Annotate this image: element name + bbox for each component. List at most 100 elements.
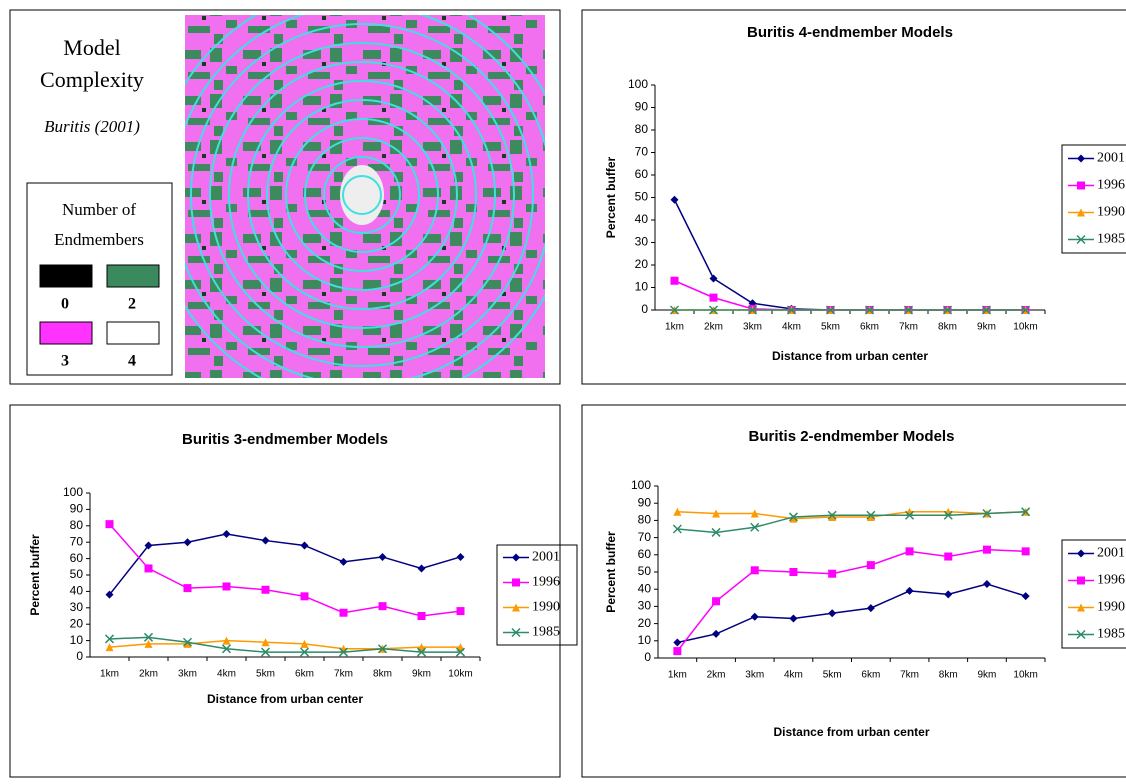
x-tick-label: 4km xyxy=(782,322,801,333)
y-tick-label: 90 xyxy=(638,495,652,509)
series-line xyxy=(677,584,1025,642)
y-tick-label: 50 xyxy=(70,567,84,581)
x-tick-label: 1km xyxy=(665,322,684,333)
y-tick-label: 20 xyxy=(635,257,649,271)
point-marker xyxy=(710,294,718,302)
y-tick-label: 0 xyxy=(644,650,651,664)
point-marker xyxy=(262,586,270,594)
x-tick-label: 6km xyxy=(861,670,880,681)
x-tick-label: 2km xyxy=(707,670,726,681)
point-marker xyxy=(983,546,991,554)
point-marker xyxy=(262,537,270,545)
x-tick-label: 5km xyxy=(821,322,840,333)
y-tick-label: 10 xyxy=(638,633,652,647)
x-tick-label: 9km xyxy=(412,669,431,680)
legend-label: 1990 xyxy=(532,600,560,615)
x-tick-label: 10km xyxy=(1013,670,1037,681)
y-tick-label: 100 xyxy=(631,478,651,492)
legend-label: 1990 xyxy=(1097,205,1125,220)
point-marker xyxy=(1022,592,1030,600)
point-marker xyxy=(828,570,836,578)
point-marker xyxy=(457,607,465,615)
y-axis-label: Percent buffer xyxy=(604,531,618,613)
map-subtitle: Buritis (2001) xyxy=(44,117,140,136)
x-tick-label: 5km xyxy=(823,670,842,681)
map-title: Complexity xyxy=(40,67,144,92)
point-marker xyxy=(145,564,153,572)
point-marker xyxy=(379,553,387,561)
point-marker xyxy=(673,647,681,655)
x-tick-label: 9km xyxy=(977,322,996,333)
y-tick-label: 50 xyxy=(638,564,652,578)
point-marker xyxy=(1022,547,1030,555)
y-tick-label: 90 xyxy=(70,502,84,516)
y-tick-label: 100 xyxy=(628,77,648,91)
x-axis-label: Distance from urban center xyxy=(772,349,928,363)
series-line xyxy=(675,281,1026,310)
legend-swatch xyxy=(40,322,92,344)
x-tick-label: 6km xyxy=(860,322,879,333)
point-marker xyxy=(789,614,797,622)
y-tick-label: 40 xyxy=(70,584,84,598)
legend-swatch xyxy=(40,265,92,287)
point-marker xyxy=(983,580,991,588)
x-tick-label: 10km xyxy=(1013,322,1037,333)
legend-label: 1985 xyxy=(1097,627,1125,642)
series-line xyxy=(677,550,1025,651)
x-tick-label: 3km xyxy=(178,669,197,680)
legend-marker xyxy=(1077,155,1085,163)
legend-label: 2001 xyxy=(1097,151,1125,166)
point-marker xyxy=(301,541,309,549)
y-axis-label: Percent buffer xyxy=(604,156,618,238)
point-marker xyxy=(379,602,387,610)
point-marker xyxy=(184,538,192,546)
x-tick-label: 3km xyxy=(745,670,764,681)
x-tick-label: 3km xyxy=(743,322,762,333)
point-marker xyxy=(223,582,231,590)
legend-marker xyxy=(1077,182,1085,190)
y-tick-label: 10 xyxy=(635,280,649,294)
x-tick-label: 10km xyxy=(448,669,472,680)
y-tick-label: 20 xyxy=(70,616,84,630)
x-tick-label: 1km xyxy=(668,670,687,681)
chart-panel-frame xyxy=(582,405,1126,777)
legend-swatch xyxy=(107,322,159,344)
y-tick-label: 70 xyxy=(638,530,652,544)
series-line xyxy=(677,512,1025,533)
point-marker xyxy=(671,196,679,204)
point-marker xyxy=(789,568,797,576)
y-tick-label: 70 xyxy=(70,534,84,548)
legend-label: 0 xyxy=(61,296,69,313)
point-marker xyxy=(712,630,720,638)
figure: ModelComplexityBuritis (2001)Number ofEn… xyxy=(0,0,1126,784)
x-tick-label: 4km xyxy=(784,670,803,681)
x-axis-label: Distance from urban center xyxy=(773,725,929,739)
x-tick-label: 1km xyxy=(100,669,119,680)
point-marker xyxy=(340,609,348,617)
point-marker xyxy=(867,561,875,569)
y-tick-label: 60 xyxy=(70,551,84,565)
legend-label: 1996 xyxy=(1097,573,1125,588)
y-tick-label: 30 xyxy=(635,235,649,249)
point-marker xyxy=(418,564,426,572)
point-marker xyxy=(944,553,952,561)
point-marker xyxy=(418,612,426,620)
point-marker xyxy=(906,587,914,595)
y-tick-label: 70 xyxy=(635,145,649,159)
x-tick-label: 9km xyxy=(977,670,996,681)
chart-title: Buritis 2-endmember Models xyxy=(749,428,955,445)
y-tick-label: 40 xyxy=(635,212,649,226)
chart-panel-frame xyxy=(582,10,1126,384)
page: {"map_panel": {"title_lines": ["Model", … xyxy=(0,0,1126,784)
y-tick-label: 80 xyxy=(638,513,652,527)
x-tick-label: 6km xyxy=(295,669,314,680)
map-legend-title: Endmembers xyxy=(54,230,144,249)
point-marker xyxy=(867,604,875,612)
point-marker xyxy=(184,584,192,592)
y-tick-label: 20 xyxy=(638,616,652,630)
legend-label: 4 xyxy=(128,353,136,370)
x-tick-label: 7km xyxy=(334,669,353,680)
x-tick-label: 7km xyxy=(899,322,918,333)
x-tick-label: 8km xyxy=(939,670,958,681)
series-line xyxy=(110,524,461,616)
